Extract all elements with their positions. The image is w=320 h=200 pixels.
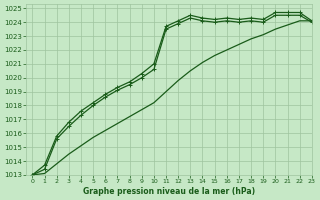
X-axis label: Graphe pression niveau de la mer (hPa): Graphe pression niveau de la mer (hPa) <box>83 187 255 196</box>
